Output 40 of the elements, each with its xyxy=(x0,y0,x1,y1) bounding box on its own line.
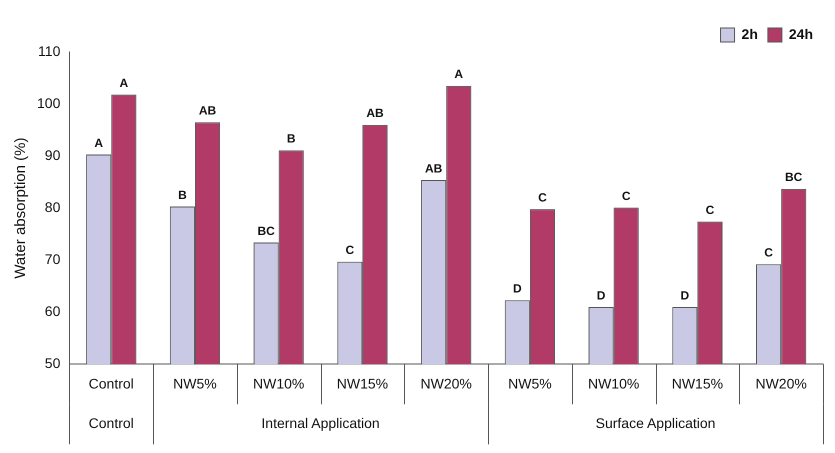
x-tick-label: NW10% xyxy=(588,375,640,392)
text: Internal Application xyxy=(261,415,380,432)
legend-label: 2h xyxy=(742,26,758,42)
data-label: AB xyxy=(424,161,443,176)
data-label: B xyxy=(178,188,188,202)
x-tick-label: NW20% xyxy=(755,375,807,392)
data-label: BC xyxy=(785,170,803,184)
data-label: D xyxy=(680,288,690,302)
x-tick-label: NW10% xyxy=(253,375,304,392)
text: Surface Application xyxy=(596,415,716,432)
text: Control xyxy=(88,415,134,432)
x-tick-label: NW20% xyxy=(420,375,472,392)
data-label: C xyxy=(764,246,774,260)
x-tick-label: NW5% xyxy=(173,375,217,392)
y-tick-label: 60 xyxy=(44,303,61,320)
data-label: A xyxy=(94,136,104,150)
x-tick-label: Control xyxy=(88,375,134,392)
y-tick-label: 100 xyxy=(37,94,61,111)
x-tick-label: NW5% xyxy=(508,375,552,392)
y-tick-label: 80 xyxy=(44,198,61,215)
data-label: AB xyxy=(198,104,217,118)
data-label: C xyxy=(622,188,631,203)
data-label: C xyxy=(538,190,548,204)
data-label: B xyxy=(286,132,296,146)
data-label: A xyxy=(454,67,464,82)
y-tick-label: 70 xyxy=(44,250,61,267)
y-tick-label: 110 xyxy=(38,42,61,59)
x-tick-label: NW15% xyxy=(672,375,724,392)
y-tick-label: 90 xyxy=(44,146,61,163)
data-label: D xyxy=(513,282,522,296)
data-label: D xyxy=(596,288,606,302)
data-label: C xyxy=(346,243,355,258)
y-axis-title: Water absorption (%) xyxy=(12,138,30,279)
data-label: BC xyxy=(257,224,276,238)
legend-label: 24h xyxy=(788,26,813,42)
y-tick-label: 50 xyxy=(44,355,61,372)
x-tick-label: NW15% xyxy=(336,375,388,392)
data-label: A xyxy=(119,76,128,90)
data-label: C xyxy=(706,202,715,217)
data-label: AB xyxy=(366,106,384,120)
